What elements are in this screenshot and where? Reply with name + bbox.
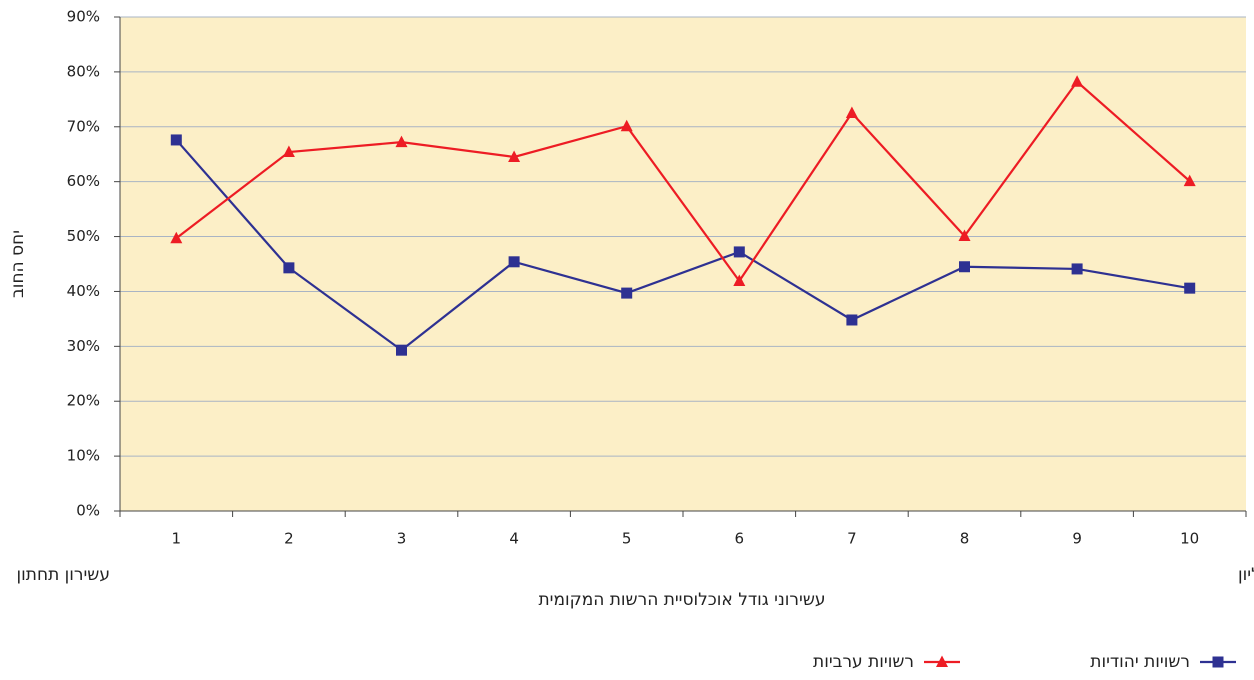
data-point bbox=[1071, 75, 1084, 87]
data-point bbox=[283, 262, 295, 274]
legend-label: רשויות יהודיות bbox=[1090, 652, 1190, 672]
data-point bbox=[733, 274, 746, 287]
data-point bbox=[170, 134, 182, 146]
series-line bbox=[175, 80, 1191, 283]
x-axis-title: עשירוני גודל אוכלוסיית הרשות המקומית bbox=[538, 590, 825, 610]
data-point bbox=[733, 246, 745, 258]
annotation: עשירון עליון bbox=[1238, 565, 1254, 585]
x-tick-label: 1 bbox=[172, 530, 182, 548]
y-tick-label: 10% bbox=[67, 447, 100, 465]
x-tick-label: 3 bbox=[397, 530, 407, 548]
y-tick-label: 60% bbox=[67, 172, 100, 190]
data-point bbox=[1183, 174, 1196, 187]
y-tick-label: 50% bbox=[67, 227, 100, 245]
x-tick-label: 6 bbox=[735, 530, 745, 548]
x-tick-label: 8 bbox=[960, 530, 970, 548]
data-point bbox=[620, 119, 633, 132]
x-tick-label: 4 bbox=[509, 530, 519, 548]
x-tick-label: 10 bbox=[1180, 530, 1199, 548]
y-tick-label: 40% bbox=[67, 282, 100, 300]
y-tick-label: 70% bbox=[67, 117, 100, 135]
x-tick-label: 9 bbox=[1072, 530, 1082, 548]
x-tick-label: 7 bbox=[847, 530, 857, 548]
series-line bbox=[175, 139, 1190, 352]
data-point bbox=[1184, 282, 1196, 294]
legend-marker bbox=[936, 655, 948, 667]
y-tick-label: 30% bbox=[67, 337, 100, 355]
data-point bbox=[282, 145, 295, 158]
y-tick-label: 80% bbox=[67, 62, 100, 80]
y-tick-label: 0% bbox=[76, 502, 100, 520]
x-tick-label: 2 bbox=[284, 530, 294, 548]
x-tick-label: 5 bbox=[622, 530, 632, 548]
data-point bbox=[958, 229, 971, 242]
legend-label: רשויות ערביות bbox=[813, 652, 914, 672]
data-point bbox=[508, 150, 521, 162]
y-tick-label: 20% bbox=[67, 392, 100, 410]
data-point bbox=[508, 256, 520, 268]
data-point bbox=[621, 287, 633, 299]
data-point bbox=[395, 135, 408, 148]
data-point bbox=[845, 106, 858, 119]
y-axis-title: יחס החוב bbox=[8, 230, 28, 298]
annotation: עשירון תחתון bbox=[17, 565, 110, 585]
data-point bbox=[396, 344, 407, 356]
legend-marker bbox=[1212, 656, 1224, 668]
data-point bbox=[1071, 263, 1083, 275]
data-point bbox=[846, 314, 858, 326]
y-tick-label: 90% bbox=[67, 8, 100, 26]
data-point bbox=[959, 261, 970, 273]
plot-area bbox=[120, 17, 1246, 511]
data-point bbox=[170, 231, 183, 244]
